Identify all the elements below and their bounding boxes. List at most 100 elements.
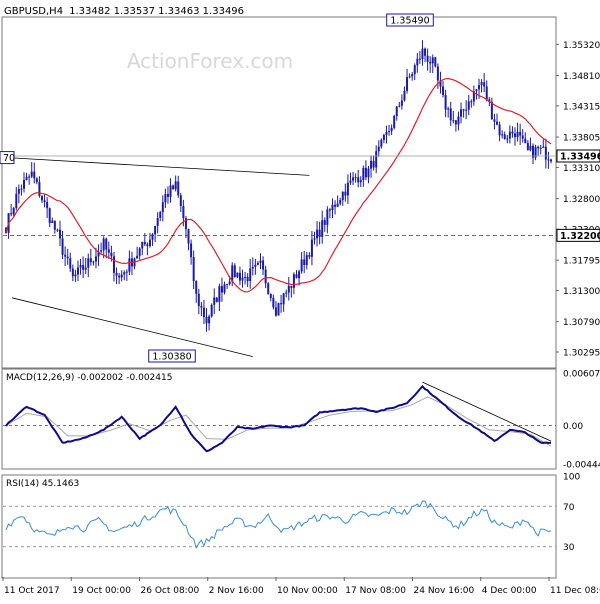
support-level-label-text: 1.32200 [560,231,600,242]
candle-body [488,99,491,102]
candle-body [169,185,172,197]
candle-body [465,109,468,111]
candle-body [506,138,509,140]
candle-body [267,283,270,294]
candle-body [398,105,401,107]
candle-body [272,297,275,308]
ohlc-text: 1.33482 1.33537 1.33463 1.33496 [69,6,244,17]
candle-body [292,274,295,288]
candle-body [274,307,277,316]
x-axis-label: 19 Oct 00:00 [72,586,131,596]
candle-body [102,238,105,251]
rsi-tick-label: 30 [563,543,575,553]
candle-body [290,285,293,288]
candle-body [138,248,141,256]
watermark: ActionForex.com [127,49,293,73]
candle-body [316,229,319,239]
candle-body [105,238,108,250]
candle-body [246,276,249,282]
candle-body [418,58,421,60]
candle-body [231,265,234,282]
candle-body [501,134,504,136]
candle-body [236,272,239,278]
candle-body [303,259,306,265]
candle-body [28,176,31,178]
macd-tick-label: 0.00 [563,422,583,432]
candle-body [17,188,20,194]
price-tick-label: 1.35320 [563,41,600,51]
current-price-label-text: 1.33496 [560,152,600,163]
candle-body [208,316,211,324]
candle-body [328,209,331,211]
candle-body [151,234,154,240]
high-annotation-box [386,13,434,27]
macd-trendline [422,381,552,442]
candle-body [282,293,285,305]
candle-body [128,258,131,272]
candle-body [38,182,41,196]
candle-body [408,76,411,78]
candle-body [550,159,552,162]
candle-body [166,194,169,197]
candle-body [434,57,437,67]
candle-body [462,109,465,111]
candle-body [367,168,370,178]
candle-body [395,106,398,116]
price-tick-label: 1.30295 [563,348,600,358]
candle-body [125,271,128,273]
candle-body [30,171,33,177]
candle-body [403,90,406,101]
candle-body [76,267,79,275]
candle-body [454,120,457,125]
macd-title: MACD(12,26,9) -0.002002 -0.002415 [6,373,172,383]
candle-body [359,179,362,183]
candle-body [318,229,321,237]
price-tick-label: 1.30790 [563,318,600,328]
candle-body [190,243,193,257]
candle-body [66,256,69,259]
candle-body [197,293,200,307]
candle-body [470,101,473,103]
price-tick-label: 1.31300 [563,287,600,297]
candle-body [161,202,164,213]
x-axis-label: 26 Oct 08:00 [141,586,200,596]
candle-body [146,244,149,246]
candle-body [172,185,175,190]
candle-body [442,86,445,96]
candle-body [202,307,205,317]
candle-body [22,179,25,189]
candle-body [439,80,442,87]
candle-body [498,124,501,136]
candle-body [220,286,223,293]
rsi-tick-label: 100 [563,473,580,483]
candle-body [429,61,432,64]
candle-body [393,115,396,128]
candle-body [472,91,475,102]
candle-body [370,160,373,169]
rsi-title: RSI(14) 45.1463 [6,479,79,489]
candle-body [192,256,195,282]
candle-body [537,146,540,149]
candle-body [375,151,378,168]
candle-body [449,108,452,121]
candle-body [447,108,450,110]
candle-body [215,297,218,302]
candle-body [511,131,514,134]
candle-body [277,303,280,316]
price-tick-label: 1.33805 [563,134,600,144]
macd-tick-label: -0.004441 [563,461,600,471]
candle-body [35,178,38,183]
candle-body [107,249,110,253]
candle-body [12,208,15,215]
candle-body [264,269,267,284]
candle-body [40,195,43,201]
candle-body [256,262,259,265]
symbol-text: GBPUSD,H4 [4,6,63,17]
candle-body [421,48,424,60]
candle-body [25,176,28,180]
candle-body [280,303,283,305]
candle-body [388,131,391,133]
candle-body [143,241,146,245]
candle-body [177,181,180,196]
